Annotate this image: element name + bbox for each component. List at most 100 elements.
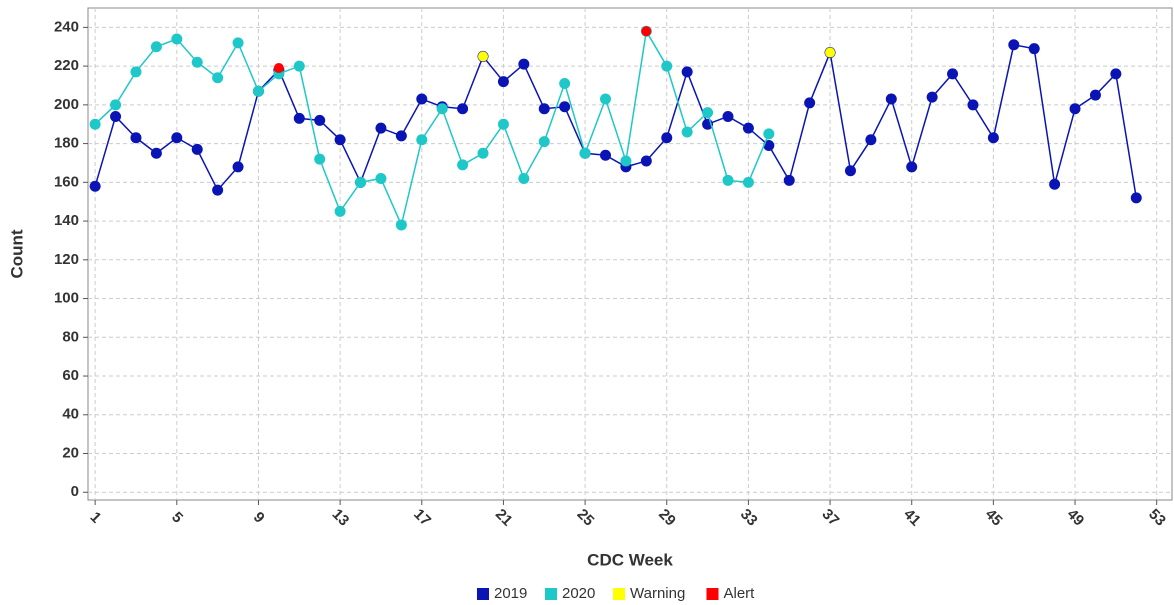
data-point bbox=[661, 60, 673, 72]
data-point bbox=[355, 176, 367, 188]
legend-swatch bbox=[706, 588, 719, 600]
data-point bbox=[1028, 43, 1040, 55]
data-point bbox=[518, 58, 530, 70]
data-point bbox=[1069, 103, 1081, 115]
x-axis-label: CDC Week bbox=[587, 550, 673, 569]
data-point bbox=[130, 132, 142, 144]
data-point bbox=[395, 219, 407, 231]
data-point bbox=[1110, 68, 1122, 80]
data-point bbox=[1089, 89, 1101, 101]
data-point bbox=[1008, 39, 1020, 51]
x-tick-label: 13 bbox=[329, 506, 353, 530]
data-point bbox=[641, 26, 652, 37]
x-tick-label: 17 bbox=[410, 506, 434, 530]
data-point bbox=[926, 91, 938, 103]
data-point bbox=[212, 72, 224, 84]
y-tick-label: 180 bbox=[54, 135, 79, 152]
plot-area bbox=[87, 7, 1173, 501]
data-point bbox=[681, 66, 693, 78]
data-point bbox=[600, 93, 612, 105]
data-point bbox=[171, 132, 183, 144]
data-point bbox=[538, 136, 550, 148]
data-point bbox=[130, 66, 142, 78]
y-tick-label: 40 bbox=[62, 406, 79, 423]
x-tick-label: 41 bbox=[900, 506, 924, 530]
data-point bbox=[212, 184, 224, 196]
data-point bbox=[416, 93, 428, 105]
data-point bbox=[804, 97, 816, 109]
data-point bbox=[742, 122, 754, 134]
data-point bbox=[559, 101, 571, 113]
data-point bbox=[314, 114, 326, 126]
data-point bbox=[171, 33, 183, 45]
data-point bbox=[640, 155, 652, 167]
data-point bbox=[478, 51, 489, 62]
data-point bbox=[967, 99, 979, 111]
x-tick-label: 29 bbox=[655, 506, 679, 530]
legend-label: 2019 bbox=[494, 585, 527, 602]
data-point bbox=[457, 159, 469, 171]
x-tick-label: 53 bbox=[1145, 506, 1169, 530]
data-point bbox=[416, 134, 428, 146]
legend-swatch bbox=[477, 588, 489, 600]
legend-swatch bbox=[613, 588, 625, 600]
y-tick-label: 200 bbox=[54, 96, 79, 113]
data-point bbox=[293, 60, 305, 72]
data-point bbox=[742, 176, 754, 188]
x-tick-label: 5 bbox=[168, 509, 186, 527]
data-point bbox=[600, 149, 612, 161]
legend-label: Alert bbox=[724, 585, 756, 602]
y-tick-label: 80 bbox=[62, 328, 79, 345]
y-tick-label: 60 bbox=[62, 367, 79, 384]
series-line bbox=[94, 43, 1138, 198]
data-point bbox=[987, 132, 999, 144]
data-point bbox=[436, 103, 448, 115]
data-point bbox=[865, 134, 877, 146]
x-tick-label: 37 bbox=[819, 506, 843, 530]
data-point bbox=[844, 165, 856, 177]
y-tick-label: 0 bbox=[71, 483, 79, 500]
x-tick-label: 25 bbox=[574, 506, 598, 530]
data-point bbox=[497, 118, 509, 130]
legend-label: 2020 bbox=[562, 585, 595, 602]
data-point bbox=[232, 37, 244, 49]
data-point bbox=[232, 161, 244, 173]
data-point bbox=[314, 153, 326, 165]
data-point bbox=[681, 126, 693, 138]
data-point bbox=[497, 76, 509, 88]
data-point bbox=[395, 130, 407, 142]
data-point bbox=[375, 172, 387, 184]
data-point bbox=[763, 140, 775, 152]
data-point bbox=[661, 132, 673, 144]
y-tick-label: 220 bbox=[54, 57, 79, 74]
data-point bbox=[150, 41, 162, 53]
y-axis-label: Count bbox=[7, 229, 26, 278]
data-point bbox=[722, 110, 734, 122]
x-tick-label: 45 bbox=[982, 506, 1006, 530]
legend-label: Warning bbox=[630, 585, 685, 602]
data-point bbox=[538, 103, 550, 115]
y-tick-label: 240 bbox=[54, 18, 79, 35]
x-tick-label: 1 bbox=[87, 509, 105, 527]
x-tick-label: 21 bbox=[492, 506, 516, 530]
data-point bbox=[191, 56, 203, 68]
data-point bbox=[273, 63, 284, 74]
data-point bbox=[559, 78, 571, 90]
data-point bbox=[702, 107, 714, 119]
x-tick-label: 9 bbox=[250, 509, 268, 527]
data-point bbox=[885, 93, 897, 105]
legend: 2019 2020 Warning Alert bbox=[477, 585, 755, 602]
data-point bbox=[825, 47, 836, 58]
data-point bbox=[783, 174, 795, 186]
data-point bbox=[722, 174, 734, 186]
x-tick-label: 33 bbox=[737, 506, 761, 530]
data-point bbox=[1130, 192, 1142, 204]
data-point bbox=[1049, 178, 1061, 190]
data-point bbox=[457, 103, 469, 115]
x-tick-label: 49 bbox=[1063, 506, 1087, 530]
data-point bbox=[293, 112, 305, 124]
y-tick-label: 20 bbox=[62, 444, 79, 461]
data-point bbox=[89, 118, 101, 130]
data-point bbox=[252, 85, 264, 97]
